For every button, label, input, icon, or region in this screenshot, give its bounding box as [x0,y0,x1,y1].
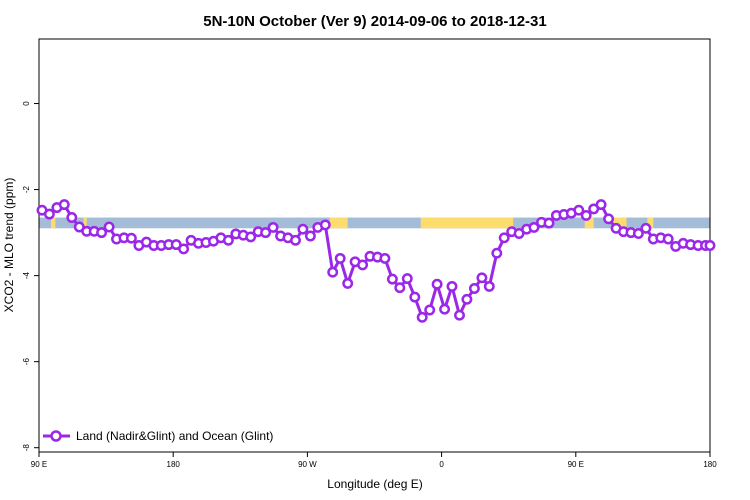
y-tick-label: 0 [22,101,31,106]
x-axis: 90 E 180 90 W 0 90 E 180 [31,452,717,469]
data-point [409,291,421,303]
data-point [260,227,272,239]
data-point [476,272,488,284]
data-point [297,223,309,235]
land-segment [611,217,627,229]
data-point [491,247,503,259]
land-segment [83,217,87,229]
data-point [125,232,137,244]
land-segment [329,217,348,229]
x-tick-label: 90 E [31,460,47,469]
data-point [222,234,234,246]
data-point [267,221,279,233]
data-point [327,266,339,278]
land-segment [647,217,654,229]
x-tick-label: 180 [167,460,181,469]
series-layer [36,199,716,323]
data-point [58,199,70,211]
data-point [468,283,480,294]
y-tick-label: -2 [22,185,31,193]
x-tick-label: 90 E [568,460,584,469]
map-band [39,217,710,229]
data-point [43,208,55,220]
data-point [304,230,316,242]
data-point [386,273,398,285]
data-point [424,304,436,316]
y-axis-label: XCO2 - MLO trend (ppm) [2,178,16,313]
x-tick-label: 180 [703,460,717,469]
land-segment [420,217,514,229]
legend-label: Land (Nadir&Glint) and Ocean (Glint) [76,429,273,443]
y-tick-label: -4 [22,272,31,280]
x-axis-label: Longitude (deg E) [327,477,422,491]
data-point [640,222,652,234]
data-point [401,273,413,285]
data-point [342,277,354,289]
data-point [245,231,257,243]
data-point [603,213,615,225]
data-point [595,199,607,211]
x-tick-label: 0 [439,460,444,469]
data-point [178,243,190,255]
y-tick-label: -8 [22,444,31,452]
data-point [573,204,585,216]
chart-title: 5N-10N October (Ver 9) 2014-09-06 to 201… [203,13,547,30]
data-point [319,219,331,231]
data-point [439,303,451,315]
data-point [446,280,458,292]
data-point [483,280,495,292]
land-segment [50,217,56,229]
data-point [96,227,108,239]
y-tick-label: -6 [22,358,31,366]
data-point [632,228,644,239]
data-point [704,240,716,251]
data-point [103,221,115,233]
data-point [357,259,369,271]
data-point [379,252,391,264]
data-point [290,234,301,246]
y-axis: 0 -2 -4 -6 -8 [22,101,39,452]
data-point [334,252,346,264]
ocean-band [39,217,710,229]
data-point [662,233,674,245]
legend: Land (Nadir&Glint) and Ocean (Glint) [43,429,273,443]
land-segment [584,217,594,229]
legend-marker-swatch [50,430,62,442]
data-point [461,293,473,305]
data-point [498,232,510,244]
x-tick-label: 90 W [298,460,317,469]
data-point [543,217,555,229]
data-point [394,282,406,294]
data-point [431,278,443,290]
data-point [528,221,540,233]
data-point [454,309,465,321]
data-point [66,212,78,223]
data-point [580,209,592,221]
data-point [416,311,428,323]
